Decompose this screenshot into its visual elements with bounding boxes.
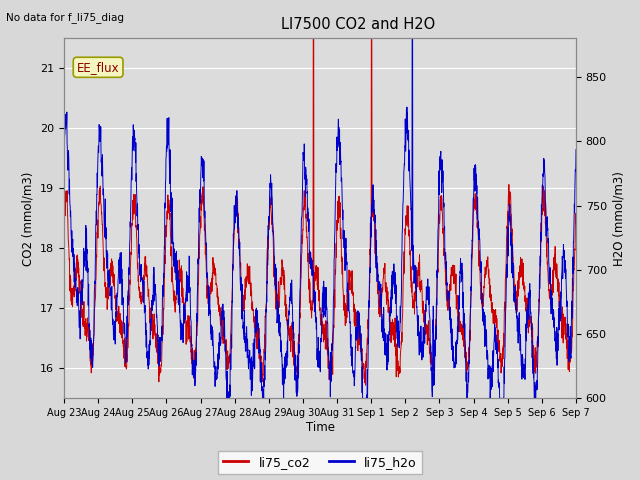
X-axis label: Time: Time (305, 421, 335, 434)
Text: No data for f_li75_diag: No data for f_li75_diag (6, 12, 124, 23)
Y-axis label: H2O (mmol/m3): H2O (mmol/m3) (612, 171, 625, 266)
Y-axis label: CO2 (mmol/m3): CO2 (mmol/m3) (22, 171, 35, 265)
Text: LI7500 CO2 and H2O: LI7500 CO2 and H2O (281, 17, 436, 32)
Text: EE_flux: EE_flux (77, 61, 120, 74)
Legend: li75_co2, li75_h2o: li75_co2, li75_h2o (218, 451, 422, 474)
